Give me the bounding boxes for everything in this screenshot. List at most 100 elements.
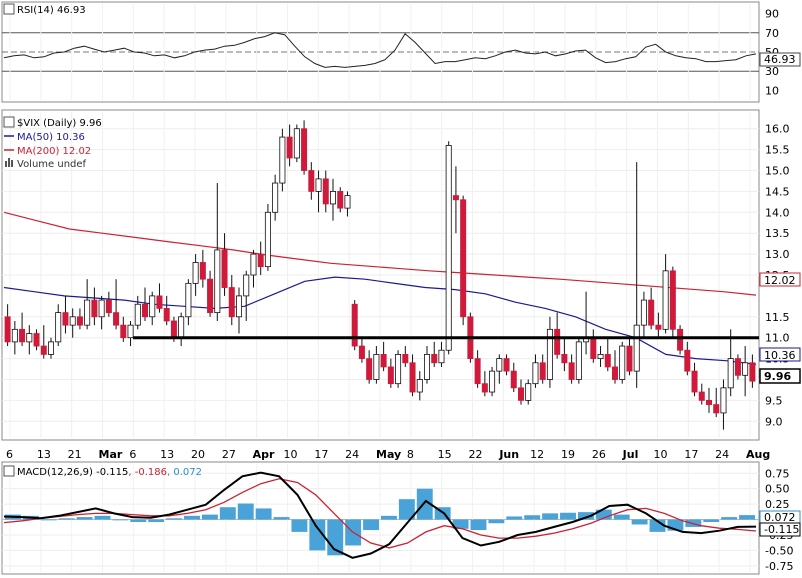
- candle: [438, 341, 445, 367]
- candle-body: [257, 253, 264, 268]
- x-tick-label: 6: [129, 448, 136, 461]
- histogram-bar: [255, 508, 272, 520]
- histogram-bar: [184, 515, 200, 520]
- candle: [575, 337, 582, 384]
- x-tick-label: 19: [561, 448, 575, 461]
- candle-body: [525, 383, 532, 401]
- ma200-last-value: 12.02: [764, 274, 796, 287]
- candle-body: [604, 354, 611, 368]
- candle-body: [19, 328, 26, 343]
- candle-body: [431, 354, 438, 364]
- candle: [293, 124, 300, 163]
- candle: [720, 379, 727, 430]
- candle: [742, 346, 749, 397]
- histogram-bar: [595, 509, 612, 520]
- candle: [69, 308, 76, 338]
- histogram-bar: [219, 507, 236, 520]
- candle-body: [33, 333, 40, 347]
- candle: [539, 354, 546, 384]
- x-tick-label: Aug: [746, 448, 770, 461]
- candle-body: [286, 136, 293, 159]
- candle: [127, 320, 134, 347]
- candle-body: [264, 211, 271, 268]
- candle: [604, 337, 611, 372]
- candle: [26, 325, 33, 355]
- close-last-value: 9.96: [764, 370, 791, 383]
- candle: [626, 337, 633, 376]
- candle-body: [199, 262, 206, 280]
- price-title: $VIX (Daily) 9.96: [17, 118, 102, 129]
- histogram-bar: [237, 503, 254, 520]
- price-y-tick: 11.5: [765, 311, 790, 324]
- candle: [561, 337, 568, 372]
- histogram-bar: [560, 512, 576, 520]
- candle: [452, 166, 459, 234]
- candle-body: [590, 337, 597, 359]
- macd-y-tick: 0.25: [765, 498, 790, 511]
- candle: [612, 350, 619, 384]
- x-axis-labels: 6 13 21 Mar 6 13 20 27 Apr 10 17 24 May 8 15 22 Jun 12 19 2…: [6, 448, 770, 461]
- candle-body: [178, 316, 185, 339]
- candle: [235, 287, 242, 334]
- candle-body: [554, 328, 561, 355]
- rsi-toggle-icon[interactable]: [3, 3, 15, 15]
- candle: [337, 187, 344, 213]
- candle-body: [163, 308, 170, 322]
- rsi-y-tick: 10: [765, 84, 779, 97]
- histogram-bar: [506, 516, 523, 520]
- candle: [185, 279, 192, 326]
- price-toggle-icon[interactable]: [3, 116, 15, 128]
- candle: [496, 354, 503, 384]
- macd-toggle-icon[interactable]: [3, 465, 15, 477]
- macd-y-tick: 0.75: [765, 467, 790, 480]
- price-y-tick: 14.5: [765, 185, 790, 198]
- candle: [734, 354, 741, 380]
- ma200-series: [3, 211, 757, 296]
- candle-body: [742, 362, 749, 376]
- candle: [380, 341, 387, 372]
- candle: [84, 279, 91, 330]
- histogram-bar: [76, 517, 93, 520]
- candlestick-series: [4, 120, 756, 430]
- candle: [662, 254, 669, 334]
- histogram-last-value: 0.072: [764, 511, 796, 524]
- candle: [344, 191, 351, 217]
- candle: [62, 295, 69, 334]
- candle-body: [481, 383, 488, 393]
- candle: [48, 337, 55, 359]
- histogram-bar: [416, 488, 433, 520]
- price-y-tick: 9.5: [765, 394, 783, 407]
- candle: [315, 170, 322, 213]
- candle: [163, 295, 170, 326]
- histogram-bar: [363, 519, 379, 531]
- candle-body: [633, 324, 640, 372]
- candle: [308, 162, 315, 200]
- rsi-y-tick: 30: [765, 65, 779, 78]
- candle-body: [91, 299, 98, 318]
- ma50-last-tag: [759, 347, 801, 362]
- candle: [416, 371, 423, 401]
- candle-body: [315, 178, 322, 192]
- candle-body: [221, 249, 228, 288]
- candle: [518, 379, 525, 405]
- histogram-bar: [542, 513, 559, 520]
- price-y-tick: 13.5: [765, 227, 790, 240]
- histogram-bar: [739, 515, 755, 520]
- candle-body: [734, 358, 741, 376]
- candle: [431, 341, 438, 367]
- macd-series-macd: [3, 471, 757, 559]
- histogram-bar: [201, 514, 218, 520]
- candle-body: [568, 362, 575, 380]
- x-tick-label: 12: [530, 448, 544, 461]
- ma200-legend-label: MA(200) 12.02: [17, 146, 91, 157]
- candle-body: [684, 349, 691, 372]
- candle: [619, 341, 626, 384]
- histogram-bar: [631, 519, 648, 525]
- macd-value-label: MACD(12,26,9) -0.115: [17, 467, 128, 478]
- candle: [684, 341, 691, 376]
- candle: [221, 233, 228, 296]
- macd-histogram-series: [5, 488, 755, 556]
- candle-body: [698, 391, 705, 401]
- candle: [192, 254, 199, 296]
- candle-body: [243, 274, 250, 297]
